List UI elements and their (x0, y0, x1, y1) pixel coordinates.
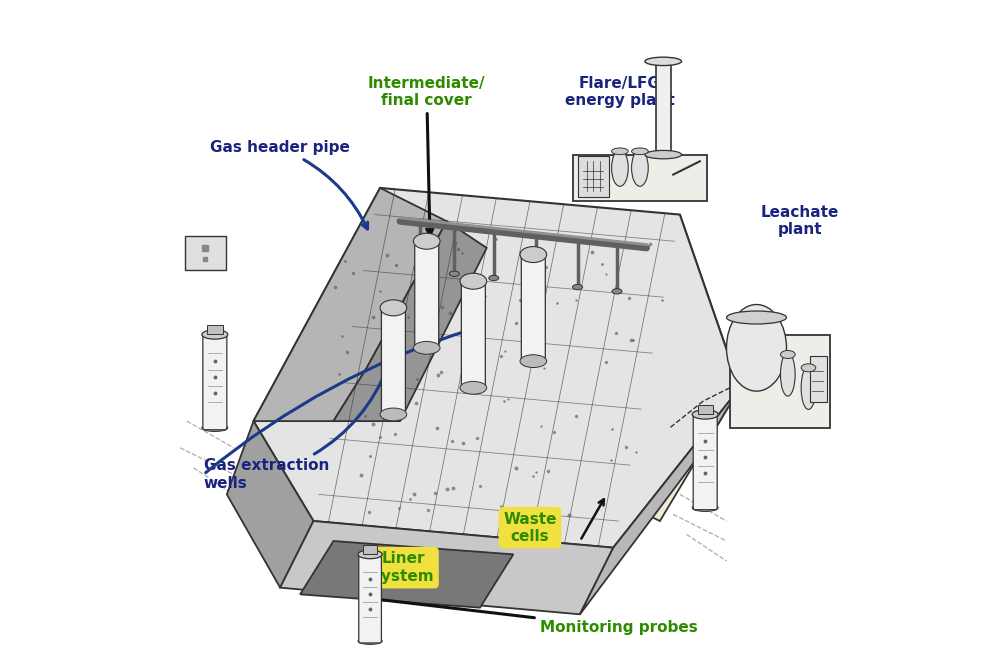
Ellipse shape (727, 304, 786, 391)
Ellipse shape (727, 311, 786, 324)
Ellipse shape (692, 504, 718, 511)
Ellipse shape (460, 273, 487, 289)
Bar (656, 62, 671, 155)
Ellipse shape (632, 150, 648, 186)
Ellipse shape (413, 233, 440, 250)
Ellipse shape (415, 268, 425, 273)
FancyBboxPatch shape (698, 405, 713, 414)
Bar (573, 155, 707, 201)
Text: Intermediate/
final cover: Intermediate/ final cover (368, 76, 486, 235)
Ellipse shape (780, 353, 795, 396)
Ellipse shape (460, 381, 487, 394)
Ellipse shape (358, 638, 382, 644)
Ellipse shape (645, 57, 682, 66)
FancyBboxPatch shape (521, 254, 545, 363)
Ellipse shape (573, 284, 583, 290)
Ellipse shape (413, 341, 440, 354)
Polygon shape (580, 388, 740, 614)
Polygon shape (253, 188, 447, 421)
Polygon shape (300, 541, 513, 607)
Text: Gas extraction
wells: Gas extraction wells (204, 367, 388, 490)
Ellipse shape (380, 300, 407, 316)
Text: Flare/LFG
energy plant: Flare/LFG energy plant (565, 76, 675, 108)
Polygon shape (253, 188, 740, 548)
Ellipse shape (449, 271, 459, 276)
Text: Monitoring probes: Monitoring probes (370, 596, 698, 635)
Ellipse shape (801, 366, 816, 409)
Ellipse shape (612, 148, 628, 155)
Text: Waste
cells: Waste cells (503, 512, 557, 544)
FancyBboxPatch shape (203, 332, 227, 429)
FancyBboxPatch shape (810, 357, 827, 403)
Text: Gas header pipe: Gas header pipe (210, 140, 368, 229)
Ellipse shape (489, 276, 499, 281)
Polygon shape (333, 221, 487, 421)
Ellipse shape (612, 150, 628, 186)
Ellipse shape (531, 280, 541, 285)
Ellipse shape (358, 550, 382, 559)
Ellipse shape (612, 288, 622, 294)
Ellipse shape (520, 355, 547, 367)
Ellipse shape (801, 364, 816, 372)
Bar (730, 334, 830, 427)
FancyBboxPatch shape (359, 553, 381, 643)
Polygon shape (280, 521, 613, 614)
FancyBboxPatch shape (693, 413, 717, 510)
Ellipse shape (380, 408, 407, 421)
FancyBboxPatch shape (207, 325, 223, 334)
Ellipse shape (202, 330, 228, 339)
FancyBboxPatch shape (461, 280, 485, 389)
Ellipse shape (202, 424, 228, 432)
Text: Leachate
plant: Leachate plant (761, 205, 839, 237)
Ellipse shape (645, 151, 682, 159)
Polygon shape (580, 215, 740, 521)
Ellipse shape (520, 247, 547, 262)
FancyBboxPatch shape (185, 236, 226, 270)
FancyBboxPatch shape (415, 240, 439, 349)
Ellipse shape (780, 351, 795, 359)
Text: Liner
system: Liner system (373, 551, 434, 584)
FancyBboxPatch shape (363, 545, 377, 554)
FancyBboxPatch shape (381, 306, 405, 415)
Ellipse shape (632, 148, 648, 155)
Polygon shape (227, 421, 313, 587)
Ellipse shape (692, 410, 718, 419)
FancyBboxPatch shape (578, 156, 609, 197)
